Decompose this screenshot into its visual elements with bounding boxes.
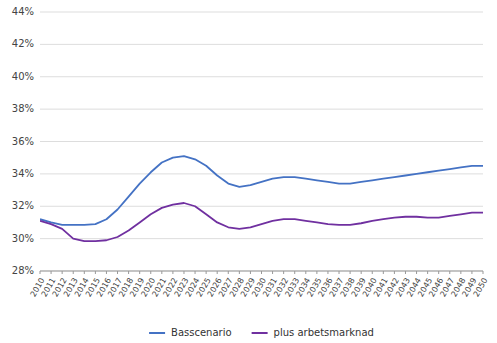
legend-label: Basscenario xyxy=(171,327,232,338)
series-line xyxy=(40,203,483,241)
y-axis: 28% 30% 32% 34% 36% 38% 40% 42% 44% xyxy=(12,6,483,276)
legend-swatch xyxy=(252,332,268,334)
x-tick xyxy=(305,271,306,274)
x-tick xyxy=(217,271,218,274)
x-tick xyxy=(471,271,472,274)
x-tick xyxy=(449,271,450,274)
x-tick xyxy=(139,271,140,274)
grid-line xyxy=(40,76,483,77)
grid-line xyxy=(40,141,483,142)
y-tick-label: 36% xyxy=(12,136,34,147)
x-tick xyxy=(250,271,251,274)
x-tick xyxy=(361,271,362,274)
x-tick xyxy=(261,271,262,274)
x-tick xyxy=(62,271,63,274)
x-tick xyxy=(394,271,395,274)
x-tick xyxy=(372,271,373,274)
x-tick xyxy=(73,271,74,274)
grid-line xyxy=(40,12,483,13)
grid-line xyxy=(40,109,483,110)
x-tick xyxy=(84,271,85,274)
y-tick-label: 32% xyxy=(12,200,34,211)
y-tick-label: 38% xyxy=(12,103,34,114)
x-tick xyxy=(239,271,240,274)
y-tick-label: 44% xyxy=(12,6,34,17)
y-tick-label: 34% xyxy=(12,168,34,179)
x-tick xyxy=(405,271,406,274)
chart-svg: 28% 30% 32% 34% 36% 38% 40% 42% 44% 2010201120122… xyxy=(0,0,497,343)
series-line xyxy=(40,156,483,225)
x-axis: 2010201120122013201420152016201720182019… xyxy=(29,271,490,298)
x-tick xyxy=(106,271,107,274)
x-tick xyxy=(51,271,52,274)
x-tick xyxy=(339,271,340,274)
legend: Basscenario plus arbetsmarknad xyxy=(149,327,374,338)
grid-line xyxy=(40,44,483,45)
x-tick xyxy=(316,271,317,274)
y-tick-label: 40% xyxy=(12,71,34,82)
chart-container: 28% 30% 32% 34% 36% 38% 40% 42% 44% 2010201120122… xyxy=(0,0,497,343)
x-tick xyxy=(460,271,461,274)
x-tick xyxy=(206,271,207,274)
x-tick xyxy=(128,271,129,274)
x-tick xyxy=(416,271,417,274)
x-tick xyxy=(161,271,162,274)
y-tick-label: 42% xyxy=(12,38,34,49)
x-tick xyxy=(183,271,184,274)
legend-label: plus arbetsmarknad xyxy=(274,327,374,338)
x-tick xyxy=(228,271,229,274)
grid-line xyxy=(40,206,483,207)
x-tick xyxy=(438,271,439,274)
x-tick xyxy=(283,271,284,274)
x-tick xyxy=(195,271,196,274)
x-tick xyxy=(172,271,173,274)
x-tick xyxy=(117,271,118,274)
x-tick xyxy=(150,271,151,274)
x-tick xyxy=(427,271,428,274)
grid-line xyxy=(40,238,483,239)
legend-item: Basscenario xyxy=(149,327,232,338)
x-tick xyxy=(483,271,484,274)
x-tick xyxy=(272,271,273,274)
x-tick xyxy=(40,271,41,274)
x-tick xyxy=(350,271,351,274)
legend-swatch xyxy=(149,332,165,334)
plot-area xyxy=(40,156,483,241)
x-tick xyxy=(383,271,384,274)
x-tick xyxy=(95,271,96,274)
legend-item: plus arbetsmarknad xyxy=(252,327,374,338)
x-tick-label: 2050 xyxy=(472,276,490,298)
y-tick-label: 30% xyxy=(12,233,34,244)
x-tick xyxy=(327,271,328,274)
x-tick xyxy=(294,271,295,274)
y-tick-label: 28% xyxy=(12,265,34,276)
